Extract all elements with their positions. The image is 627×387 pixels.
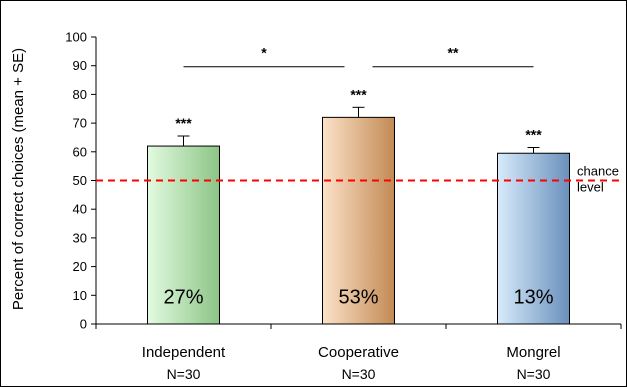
bar-percent-label: 13% [513,286,553,308]
bar-percent-label: 27% [163,286,203,308]
y-tick-label: 70 [73,116,87,131]
y-tick-label: 20 [73,259,87,274]
n-label: N=30 [517,366,551,382]
y-tick-label: 80 [73,87,87,102]
bar-percent-label: 53% [338,286,378,308]
category-label: Mongrel [506,344,560,361]
bar-mongrel [497,152,570,325]
chance-label: chance [577,164,619,179]
n-label: N=30 [342,366,376,382]
y-tick-label: 40 [73,202,87,217]
significance-label: *** [525,126,542,142]
comparison-label: ** [448,45,459,61]
y-tick-label: 100 [65,30,87,45]
bar-independent [147,145,220,325]
significance-label: *** [350,86,367,102]
n-label: N=30 [167,366,201,382]
comparison-label: * [261,45,267,61]
y-tick-label: 10 [73,288,87,303]
category-label: Independent [142,344,226,361]
significance-label: *** [175,115,192,131]
y-axis-label: Percent of correct choices (mean + SE) [10,48,27,310]
y-tick-label: 50 [73,173,87,188]
level-label: level [577,180,604,195]
y-tick-label: 30 [73,230,87,245]
y-tick-label: 0 [80,317,87,332]
category-label: Cooperative [318,344,399,361]
y-tick-label: 90 [73,58,87,73]
y-tick-label: 60 [73,144,87,159]
